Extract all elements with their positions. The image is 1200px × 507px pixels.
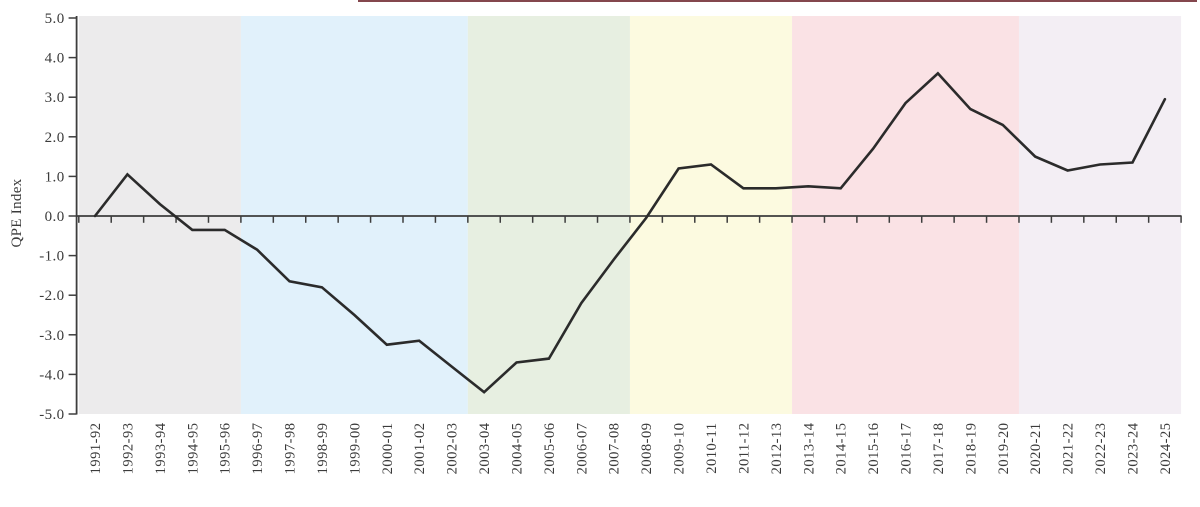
y-axis-title: QPE Index	[9, 178, 25, 248]
x-axis-label: 2005-06	[542, 423, 558, 475]
x-axis-label: 2003-04	[477, 422, 493, 474]
y-tick-label: 1.0	[45, 169, 65, 185]
x-axis-label: 1992-93	[120, 423, 136, 475]
x-axis-label: 1999-00	[347, 423, 363, 475]
y-tick-label: -5.0	[39, 407, 64, 423]
y-tick-label: 3.0	[45, 90, 65, 106]
y-tick-label: 5.0	[45, 11, 65, 27]
x-axis-label: 2006-07	[574, 423, 590, 475]
x-axis-label: 1996-97	[250, 423, 266, 475]
background-band-period-4	[629, 16, 793, 414]
x-axis-label: 2020-21	[1028, 423, 1044, 475]
background-band-period-3	[467, 16, 630, 414]
x-axis-label: 1994-95	[185, 423, 201, 475]
y-tick-label: -4.0	[39, 367, 64, 383]
x-axis-label: 2022-23	[1093, 423, 1109, 475]
x-axis-label: 2015-16	[866, 423, 882, 475]
x-axis-label: 2002-03	[445, 423, 461, 475]
x-axis-label: 1998-99	[315, 423, 331, 475]
y-tick-label: -1.0	[39, 249, 64, 265]
background-band-period-2	[240, 16, 468, 414]
y-tick-label: 4.0	[45, 51, 65, 67]
x-axis-label: 2016-17	[899, 423, 915, 475]
qpe-index-series-line	[93, 71, 1167, 394]
x-axis-label: 2011-12	[736, 423, 752, 474]
x-axis-label: 2000-01	[380, 423, 396, 475]
x-axis-label: 2017-18	[931, 423, 947, 475]
x-axis-label: 2019-20	[996, 423, 1012, 475]
x-axis-label: 2024-25	[1158, 423, 1174, 475]
y-tick-label: -2.0	[39, 288, 64, 304]
x-axis-label: 2004-05	[509, 423, 525, 475]
x-axis-label: 2018-19	[963, 423, 979, 475]
x-axis-label: 2021-22	[1061, 423, 1077, 475]
x-axis-label: 1993-94	[153, 422, 169, 474]
background-band-period-6	[1018, 16, 1182, 414]
x-axis-label: 2008-09	[639, 423, 655, 475]
x-axis-label: 2012-13	[769, 423, 785, 475]
x-axis-label: 2023-24	[1125, 422, 1141, 474]
y-tick-label: -3.0	[39, 328, 64, 344]
x-axis-label: 2014-15	[834, 423, 850, 475]
y-tick-label: 2.0	[45, 130, 65, 146]
x-axis-label: 1997-98	[283, 423, 299, 475]
x-axis-label: 2010-11	[704, 423, 720, 474]
y-tick-label: 0.0	[45, 209, 65, 225]
x-axis-label: 2001-02	[412, 423, 428, 475]
x-axis-label: 2007-08	[607, 423, 623, 475]
background-band-period-1	[78, 16, 241, 414]
x-axis-label: 1995-96	[218, 423, 234, 475]
x-axis-label: 2013-14	[801, 422, 817, 474]
top-border-rule	[358, 0, 1197, 2]
background-band-period-5	[792, 16, 1019, 414]
x-axis-label: 1991-92	[88, 423, 104, 475]
x-axis-label: 2009-10	[672, 423, 688, 475]
